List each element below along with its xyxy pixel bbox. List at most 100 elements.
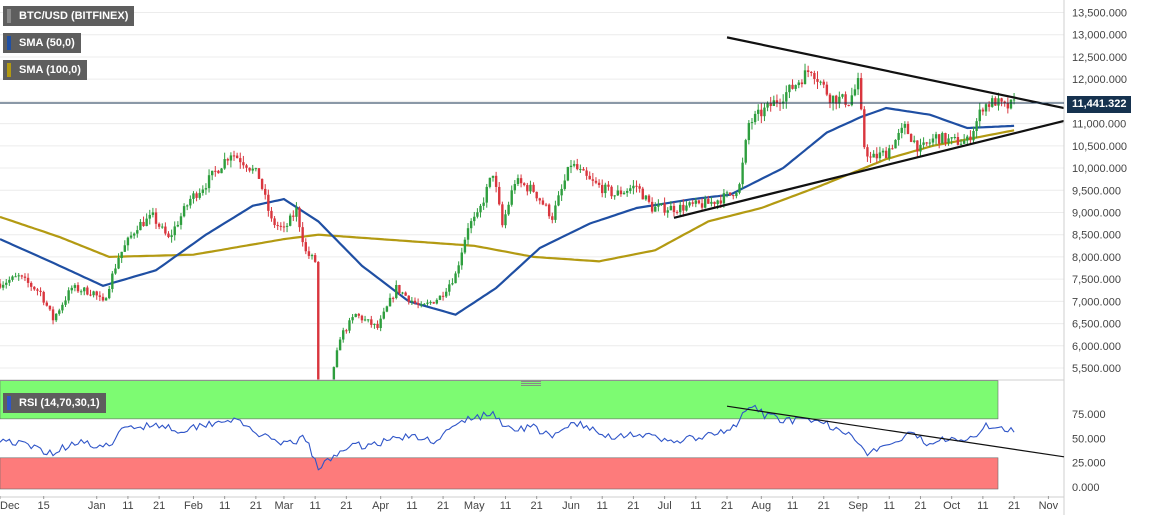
candle-up [510,185,513,207]
candle-body [975,121,978,132]
candle-up [878,146,882,162]
candle-body [987,104,991,107]
candle-up [507,201,510,216]
candle-up [569,159,573,174]
candle-body [632,185,635,189]
candle-down [48,305,52,312]
candle-body [479,205,482,213]
candle-up [388,293,392,307]
candle-body [73,285,77,288]
candle-body [688,202,691,206]
candle-down [398,284,401,296]
candle-body [694,200,698,204]
symbol-legend[interactable]: BTC/USD (BITFINEX) [3,6,135,26]
candle-body [186,205,189,207]
candle-up [753,110,757,125]
candle-body [342,330,345,340]
candle-up [566,166,570,182]
date-tick-label: Jul [658,500,672,512]
candle-up [622,190,626,195]
candle-up [179,212,183,230]
candle-up [473,211,476,226]
candle-up [395,280,398,300]
candle-body [420,304,423,306]
date-tick-label: 11 [122,500,133,512]
candle-up [438,295,442,301]
date-tick-label: 21 [721,500,733,512]
candle-body [173,226,176,236]
candle-body [916,140,919,152]
candle-up [819,80,822,86]
candle-body [810,71,813,74]
candle-down [245,163,248,172]
candle-up [176,221,180,228]
candle-body [317,261,320,395]
date-tick-label: 11 [500,500,511,512]
candle-up [962,134,966,144]
rsi-axis: 75.000 50.000 25.000 0.000 [1072,409,1106,494]
candle-down [551,212,554,224]
candle-down [610,185,613,200]
candle-up [504,209,507,229]
candle-down [494,171,498,193]
candle-up [114,263,117,275]
candle-body [588,175,591,180]
date-tick-label: 15 [38,500,50,512]
candle-body [806,70,810,72]
candle-down [95,290,98,300]
candle-body [451,283,454,285]
candle-up [363,315,367,322]
candle-up [738,182,741,195]
candle-body [108,288,111,299]
candle-body [182,206,186,217]
candle-up [797,79,800,89]
candle-body [966,136,969,141]
candle-body [488,177,492,187]
rsi-legend[interactable]: RSI (14,70,30,1) [3,393,106,413]
candle-body [360,315,364,321]
candle-body [429,302,432,304]
candle-down [20,274,24,280]
candle-body [959,143,963,145]
sma100-swatch [7,63,11,77]
candle-up [741,157,744,189]
candle-down [638,183,641,193]
candle-body [638,186,641,189]
candle-body [625,190,629,193]
candle-body [466,228,470,240]
candle-body [310,255,314,257]
candle-down [538,197,542,205]
candle-down [813,70,816,85]
sma100-label: SMA (100,0) [19,64,81,76]
candle-body [722,193,726,204]
candle-body [919,144,922,152]
candle-body [416,302,420,305]
candle-body [516,178,520,185]
panel-resize-handle[interactable] [521,381,541,387]
candle-body [407,295,410,302]
trendline-descending-resistance [726,36,1065,110]
date-tick-label: Oct [943,500,960,512]
date-tick-label: 11 [690,500,701,512]
candle-body [1006,103,1010,109]
candle-body [685,205,688,211]
candle-up [61,302,64,314]
candle-up [335,347,339,368]
rsi-swatch [7,396,11,410]
candle-body [519,178,523,184]
candle-body [273,218,276,226]
sma100-legend[interactable]: SMA (100,0) [3,60,87,80]
candle-up [460,247,463,270]
candle-up [348,317,351,334]
candle-up [466,223,470,245]
candle-body [560,188,563,196]
candle-down [576,158,579,171]
candle-down [519,174,523,188]
candle-body [95,291,98,296]
candle-body [192,193,195,199]
candle-down [547,203,551,219]
candle-body [404,292,407,296]
date-tick-label: Jan [88,500,106,512]
sma50-legend[interactable]: SMA (50,0) [3,33,81,53]
